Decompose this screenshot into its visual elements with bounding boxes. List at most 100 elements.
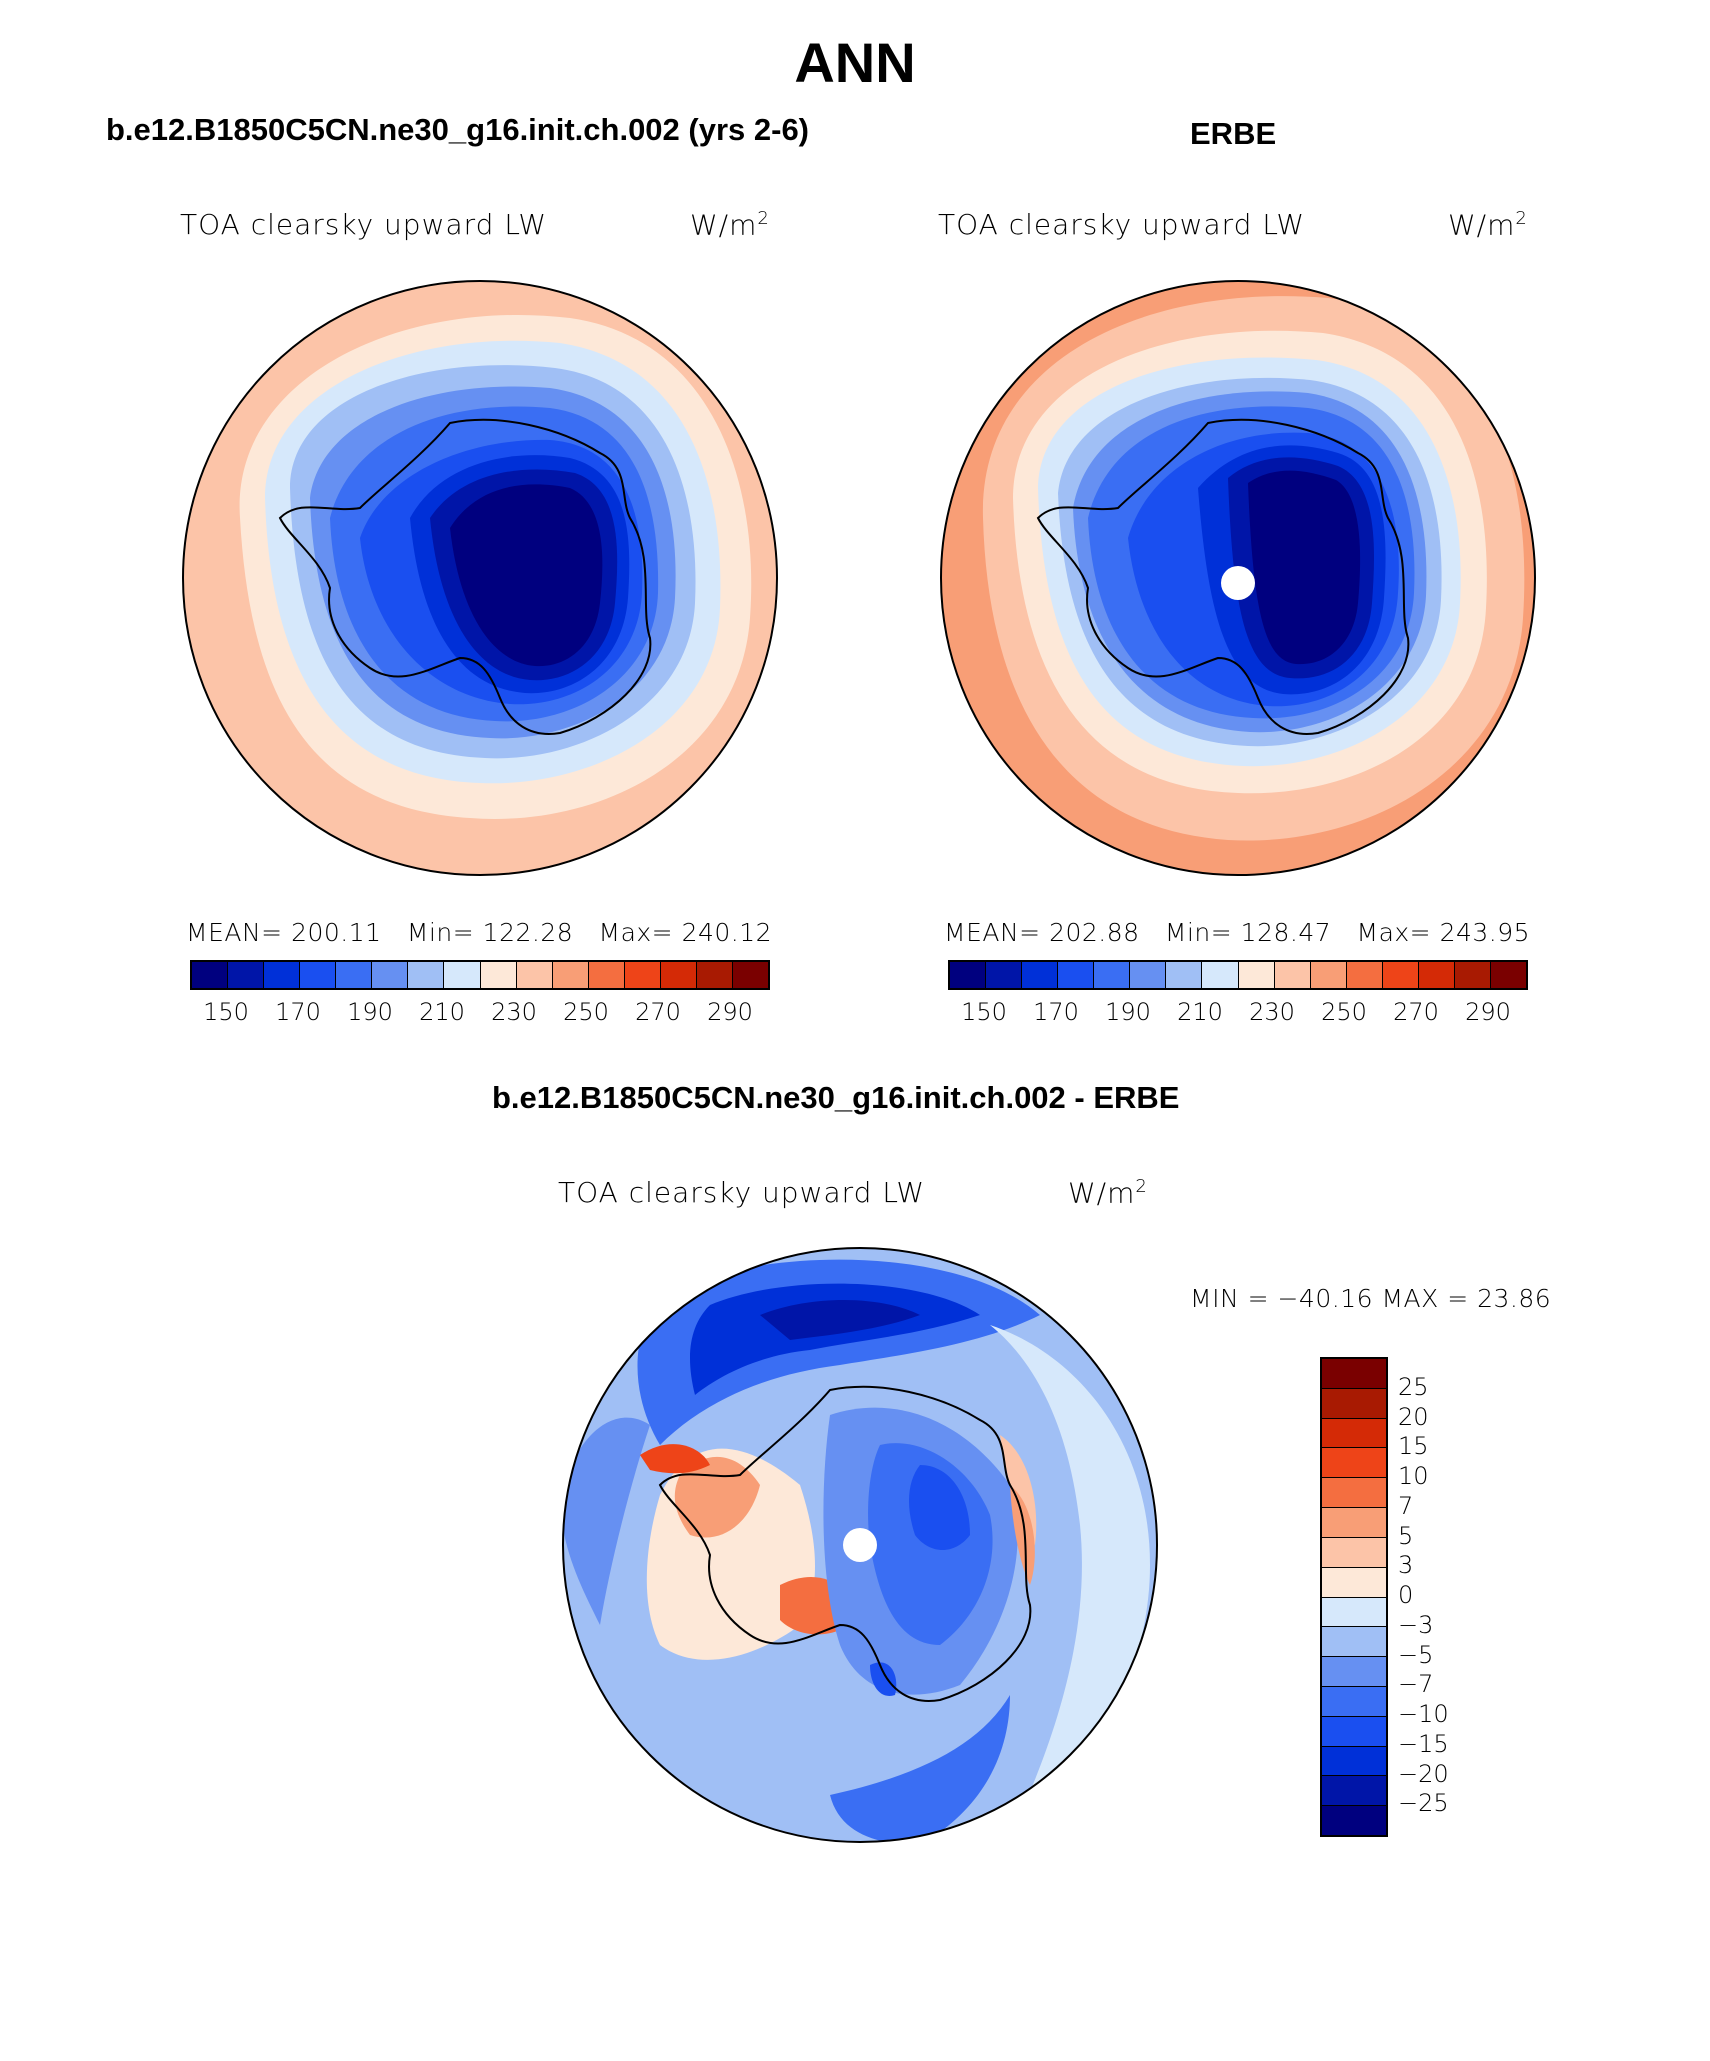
panel-1-colorbar-labels: 150 170 190 210 230 250 270 290	[190, 998, 766, 1028]
colorbar-label: 290	[1465, 998, 1511, 1026]
colorbar-swatch	[1322, 1418, 1386, 1449]
diff-panel-minmax: MIN = −40.16 MAX = 23.86	[1190, 1284, 1552, 1313]
main-title: ANN	[794, 31, 916, 94]
colorbar-swatch	[1322, 1388, 1386, 1419]
panel-2-max-label: Max=	[1356, 918, 1432, 947]
colorbar-label: 15	[1398, 1432, 1429, 1461]
colorbar-swatch	[1322, 1478, 1386, 1509]
panel-1-stats: MEAN= 200.11 Min= 122.28 Max= 240.12	[186, 918, 772, 947]
colorbar-label: −3	[1398, 1610, 1434, 1639]
colorbar-label: 190	[347, 998, 393, 1026]
colorbar-swatch	[624, 962, 661, 988]
colorbar-swatch	[588, 962, 625, 988]
panel-1-map	[182, 280, 778, 876]
panel-2-title: ERBE	[1190, 116, 1277, 151]
colorbar-swatch	[950, 962, 987, 988]
colorbar-swatch	[1382, 962, 1419, 988]
panel-2-colorbar	[948, 960, 1528, 990]
colorbar-label: −7	[1398, 1670, 1434, 1699]
colorbar-label: 10	[1398, 1462, 1429, 1490]
colorbar-swatch	[1322, 1359, 1386, 1389]
colorbar-swatch	[264, 962, 301, 988]
colorbar-swatch	[1322, 1448, 1386, 1479]
colorbar-swatch	[1322, 1657, 1386, 1687]
colorbar-swatch	[1454, 962, 1491, 988]
diff-panel-variable: TOA clearsky upward LW	[558, 1176, 926, 1209]
colorbar-label: 190	[1105, 998, 1151, 1026]
colorbar-swatch	[516, 962, 553, 988]
panel-1-units: W/m2	[690, 208, 770, 242]
colorbar-label: 250	[563, 998, 609, 1026]
diff-panel-map	[562, 1247, 1158, 1843]
colorbar-label: 3	[1398, 1551, 1414, 1580]
colorbar-label: −25	[1398, 1789, 1449, 1818]
colorbar-label: 150	[203, 998, 249, 1026]
colorbar-swatch	[1346, 962, 1383, 988]
colorbar-label: −15	[1398, 1729, 1449, 1758]
panel-1-title: b.e12.B1850C5CN.ne30_g16.init.ch.002 (yr…	[106, 112, 810, 147]
colorbar-swatch	[1166, 962, 1203, 988]
colorbar-swatch	[444, 962, 481, 988]
panel-1-colorbar	[190, 960, 770, 990]
panel-1-mean-label: MEAN=	[186, 918, 283, 947]
colorbar-swatch	[552, 962, 589, 988]
colorbar-swatch	[1022, 962, 1059, 988]
colorbar-swatch	[1130, 962, 1167, 988]
panel-2-min-value: 128.47	[1240, 918, 1332, 947]
colorbar-swatch	[1322, 1597, 1386, 1628]
colorbar-swatch	[1322, 1627, 1386, 1658]
panel-2-min-label: Min=	[1164, 918, 1233, 947]
panel-2-variable: TOA clearsky upward LW	[938, 208, 1306, 241]
colorbar-swatch	[732, 962, 768, 988]
panel-1-min-value: 122.28	[482, 918, 574, 947]
colorbar-swatch	[1322, 1537, 1386, 1568]
panel-1-min-label: Min=	[406, 918, 475, 947]
colorbar-swatch	[1418, 962, 1455, 988]
colorbar-swatch	[228, 962, 265, 988]
colorbar-swatch	[372, 962, 409, 988]
colorbar-swatch	[1322, 1686, 1386, 1717]
colorbar-label: 150	[961, 998, 1007, 1026]
colorbar-label: 230	[1249, 998, 1295, 1026]
colorbar-label: 170	[1033, 998, 1079, 1026]
colorbar-swatch	[300, 962, 337, 988]
colorbar-label: 170	[275, 998, 321, 1026]
panel-1-variable: TOA clearsky upward LW	[180, 208, 548, 241]
colorbar-swatch	[1322, 1508, 1386, 1538]
panel-1-max-value: 240.12	[681, 918, 773, 947]
colorbar-swatch	[1094, 962, 1131, 988]
colorbar-label: 250	[1321, 998, 1367, 1026]
colorbar-label: 270	[635, 998, 681, 1026]
colorbar-swatch	[986, 962, 1023, 988]
panel-1-mean-value: 200.11	[291, 918, 382, 947]
colorbar-swatch	[1310, 962, 1347, 988]
colorbar-label: 290	[707, 998, 753, 1026]
colorbar-swatch	[336, 962, 373, 988]
colorbar-swatch	[1322, 1567, 1386, 1598]
panel-2-colorbar-labels: 150 170 190 210 230 250 270 290	[948, 998, 1524, 1028]
colorbar-label: 270	[1393, 998, 1439, 1026]
colorbar-label: 7	[1398, 1491, 1414, 1520]
panel-2-max-value: 243.95	[1439, 918, 1531, 947]
diff-panel-colorbar	[1320, 1357, 1388, 1837]
colorbar-swatch	[1322, 1746, 1386, 1777]
colorbar-label: 0	[1398, 1581, 1414, 1609]
colorbar-swatch	[660, 962, 697, 988]
colorbar-swatch	[1238, 962, 1275, 988]
colorbar-swatch	[1322, 1806, 1386, 1835]
colorbar-label: −5	[1398, 1640, 1434, 1669]
diff-panel-colorbar-labels: 25 20 15 10 7 5 3 0 −3 −5 −7 −10 −15 −20 −25	[1398, 1357, 1478, 1833]
colorbar-swatch	[1322, 1716, 1386, 1747]
colorbar-swatch	[1202, 962, 1239, 988]
colorbar-swatch	[1274, 962, 1311, 988]
panel-1-max-label: Max=	[598, 918, 674, 947]
panel-2-mean-label: MEAN=	[944, 918, 1041, 947]
colorbar-swatch	[1322, 1776, 1386, 1807]
diff-panel-units: W/m2	[1068, 1176, 1148, 1210]
colorbar-swatch	[1058, 962, 1095, 988]
colorbar-label: −20	[1398, 1759, 1449, 1788]
panel-2-mean-value: 202.88	[1049, 918, 1140, 947]
colorbar-label: 20	[1398, 1402, 1429, 1431]
panel-2-units: W/m2	[1448, 208, 1528, 242]
colorbar-label: 210	[419, 998, 465, 1026]
